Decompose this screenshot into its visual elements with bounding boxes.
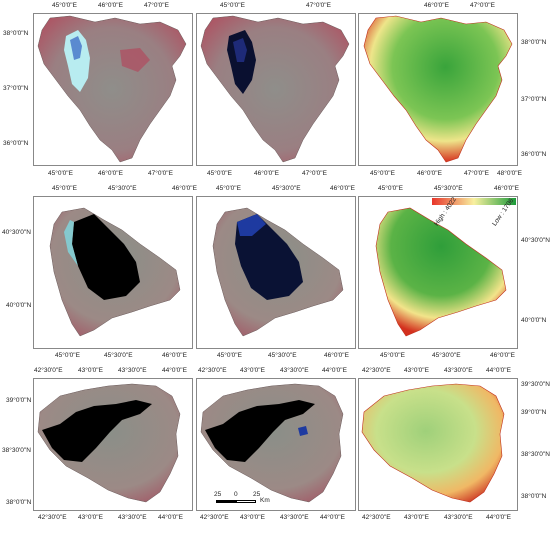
r3-bottom-label-6: 43°0'0"E xyxy=(240,514,265,521)
r2-bottom-label-5: 45°30'0"E xyxy=(268,352,297,359)
scale-label-left: 25 xyxy=(214,491,222,498)
r3-bottom-label-4: 44°0'0"E xyxy=(158,514,183,521)
scale-bar: 25 0 25 Km xyxy=(214,491,284,508)
r2-left-label-1: 40°30'0"N xyxy=(2,229,31,236)
r2-top-label-9: 46°0'0"E xyxy=(494,185,519,192)
r3-top-label-7: 43°30'0"E xyxy=(280,367,309,374)
r1-left-label-2: 37°0'0"N xyxy=(3,85,29,92)
basin-r3-false-color xyxy=(37,383,181,503)
r3-bottom-label-12: 44°0'0"E xyxy=(486,514,511,521)
r1-top-label-6: 46°0'0"E xyxy=(424,2,449,9)
r1-bottom-label-2: 46°0'0"E xyxy=(98,170,123,177)
r3-bottom-label-11: 43°30'0"E xyxy=(444,514,473,521)
r3-right-label-4: 38°0'0"N xyxy=(521,493,547,500)
r3-top-label-1: 42°30'0"E xyxy=(34,367,63,374)
r3-top-label-10: 43°0'0"E xyxy=(404,367,429,374)
r1-top-label-7: 47°0'0"E xyxy=(470,2,495,9)
r2-top-label-2: 45°30'0"E xyxy=(108,185,137,192)
r1-bottom-label-4: 45°0'0"E xyxy=(207,170,232,177)
r3-right-label-2: 39°0'0"N xyxy=(521,409,547,416)
r1-top-label-1: 45°0'0"E xyxy=(52,2,77,9)
r2-bottom-label-2: 45°30'0"E xyxy=(104,352,133,359)
r2-left-label-2: 40°0'0"N xyxy=(6,302,32,309)
basin-r1-dem xyxy=(363,15,513,163)
scale-label-mid: 0 xyxy=(234,491,238,498)
r2-top-label-1: 45°0'0"E xyxy=(52,185,77,192)
r1-top-label-2: 46°0'0"E xyxy=(98,2,123,9)
r1-bottom-label-8: 46°0'0"E xyxy=(417,170,442,177)
r1-top-label-5: 47°0'0"E xyxy=(306,2,331,9)
basin-r1-false-color xyxy=(37,15,187,163)
r2-top-label-8: 45°30'0"E xyxy=(434,185,463,192)
r2-bottom-label-4: 45°0'0"E xyxy=(217,352,242,359)
r2-top-label-5: 45°30'0"E xyxy=(272,185,301,192)
r3-top-label-6: 43°0'0"E xyxy=(240,367,265,374)
r3-bottom-label-3: 43°30'0"E xyxy=(118,514,147,521)
r3-left-label-1: 39°0'0"N xyxy=(6,397,32,404)
r1-bottom-label-5: 46°0'0"E xyxy=(254,170,279,177)
basin-r2-water-mask xyxy=(212,207,344,337)
r3-left-label-2: 38°30'0"N xyxy=(2,447,31,454)
r1-top-label-3: 47°0'0"E xyxy=(144,2,169,9)
r2-right-label-1: 40°30'0"N xyxy=(521,237,550,244)
r3-top-label-12: 44°0'0"E xyxy=(486,367,511,374)
r1-bottom-label-6: 47°0'0"E xyxy=(302,170,327,177)
r3-bottom-label-9: 42°30'0"E xyxy=(362,514,391,521)
r3-bottom-label-8: 44°0'0"E xyxy=(320,514,345,521)
scale-bar-segment-1 xyxy=(216,500,236,503)
scale-bar-segment-2 xyxy=(236,500,256,503)
r1-left-label-3: 36°0'0"N xyxy=(3,140,29,147)
scale-unit-label: Km xyxy=(260,497,270,504)
r3-top-label-5: 42°30'0"E xyxy=(198,367,227,374)
r1-right-label-1: 38°0'0"N xyxy=(521,39,547,46)
r2-bottom-label-9: 46°0'0"E xyxy=(490,352,515,359)
r2-top-label-7: 45°0'0"E xyxy=(378,185,403,192)
r1-right-label-3: 36°0'0"N xyxy=(521,151,547,158)
elevation-legend: High : 4022 Low : 1706 xyxy=(432,196,516,227)
basin-r1-water-mask xyxy=(200,15,350,163)
r3-top-label-11: 43°30'0"E xyxy=(444,367,473,374)
r3-bottom-label-5: 42°30'0"E xyxy=(200,514,229,521)
r2-bottom-label-3: 46°0'0"E xyxy=(162,352,187,359)
r1-top-label-4: 45°0'0"E xyxy=(220,2,245,9)
r2-bottom-label-1: 45°0'0"E xyxy=(55,352,80,359)
basin-r3-water-mask xyxy=(200,383,344,503)
r2-bottom-label-8: 45°30'0"E xyxy=(432,352,461,359)
r3-top-label-9: 42°30'0"E xyxy=(362,367,391,374)
r2-top-label-6: 46°0'0"E xyxy=(330,185,355,192)
r1-bottom-label-7: 45°0'0"E xyxy=(370,170,395,177)
basin-r2-dem xyxy=(375,207,507,337)
r3-top-label-3: 43°30'0"E xyxy=(118,367,147,374)
r3-bottom-label-2: 43°0'0"E xyxy=(78,514,103,521)
scale-label-right: 25 xyxy=(253,491,261,498)
r2-right-label-2: 40°0'0"N xyxy=(521,317,547,324)
r2-top-label-4: 45°0'0"E xyxy=(216,185,241,192)
r3-right-label-1: 39°30'0"N xyxy=(521,381,550,388)
r3-bottom-label-7: 43°30'0"E xyxy=(280,514,309,521)
r3-bottom-label-10: 43°0'0"E xyxy=(404,514,429,521)
r3-top-label-8: 44°0'0"E xyxy=(322,367,347,374)
r1-bottom-label-9: 47°0'0"E xyxy=(464,170,489,177)
legend-color-ramp xyxy=(432,198,516,205)
r1-right-label-2: 37°0'0"N xyxy=(521,96,547,103)
basin-r3-dem xyxy=(361,383,505,503)
r3-right-label-3: 38°30'0"N xyxy=(521,451,550,458)
r1-bottom-label-1: 45°0'0"E xyxy=(48,170,73,177)
r3-top-label-4: 44°0'0"E xyxy=(162,367,187,374)
r1-bottom-label-3: 47°0'0"E xyxy=(148,170,173,177)
r2-top-label-3: 46°0'0"E xyxy=(172,185,197,192)
basin-r2-false-color xyxy=(49,207,181,337)
r3-left-label-3: 38°0'0"N xyxy=(6,499,32,506)
r2-bottom-label-7: 45°0'0"E xyxy=(380,352,405,359)
r3-bottom-label-1: 42°30'0"E xyxy=(38,514,67,521)
r1-left-label-1: 38°0'0"N xyxy=(3,30,29,37)
r3-top-label-2: 43°0'0"E xyxy=(78,367,103,374)
r2-bottom-label-6: 46°0'0"E xyxy=(324,352,349,359)
r1-bottom-label-10: 48°0'0"E xyxy=(497,170,522,177)
